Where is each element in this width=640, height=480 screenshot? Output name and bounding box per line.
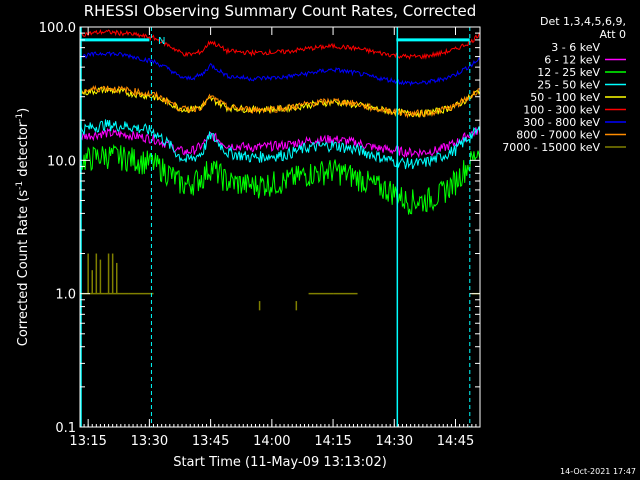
x-axis-label: Start Time (11-May-09 13:13:02) xyxy=(173,455,387,470)
y-label-sup1: -1 xyxy=(15,181,25,190)
tick-layer: 13:15 13:30 13:45 14:00 14:15 14:30 14:45 0.1 1.… xyxy=(39,21,481,449)
x-tick-label: 14:30 xyxy=(376,434,413,449)
chart-title: RHESSI Observing Summary Count Rates, Co… xyxy=(84,2,477,20)
y-label-main: Corrected Count Rate (s xyxy=(16,190,31,347)
legend-label: 800 - 7000 keV xyxy=(516,129,600,142)
x-tick-label: 13:15 xyxy=(69,434,106,449)
series-100-300 xyxy=(79,28,481,60)
flag-letter: N xyxy=(158,36,165,47)
legend-label: 25 - 50 keV xyxy=(537,79,600,92)
x-tick-label: 14:45 xyxy=(437,434,474,449)
y-tick-label: 100.0 xyxy=(39,21,76,36)
legend-header-2: Att 0 xyxy=(600,28,626,41)
legend-label: 7000 - 15000 keV xyxy=(502,141,600,154)
legend-label: 6 - 12 keV xyxy=(544,54,600,67)
legend-label: 50 - 100 keV xyxy=(530,91,600,104)
x-tick-label: 13:45 xyxy=(192,434,229,449)
legend-label: 3 - 6 keV xyxy=(551,41,600,54)
legend-label: 100 - 300 keV xyxy=(523,104,600,117)
series-300-800 xyxy=(79,51,481,87)
y-label-end: ) xyxy=(16,108,31,113)
series-3-6 xyxy=(79,140,481,190)
y-tick-label: 1.0 xyxy=(55,288,76,303)
legend-header-1: Det 1,3,4,5,6,9, xyxy=(540,15,626,28)
series-6-12 xyxy=(79,125,481,159)
legend-label: 300 - 800 keV xyxy=(523,116,600,129)
timestamp: 14-Oct-2021 17:47 xyxy=(560,467,636,476)
series-12-25 xyxy=(79,144,481,215)
series-25-50 xyxy=(79,119,481,170)
legend-label: 12 - 25 keV xyxy=(537,66,600,79)
x-tick-label: 14:00 xyxy=(253,434,290,449)
x-tick-label: 14:15 xyxy=(314,434,351,449)
x-tick-label: 13:30 xyxy=(131,434,168,449)
series-50-100 xyxy=(79,86,481,118)
y-tick-label: 0.1 xyxy=(55,421,76,436)
marker-layer xyxy=(80,27,471,427)
series-800-7000 xyxy=(79,84,481,119)
y-label-sup2: -1 xyxy=(15,113,25,122)
y-label-mid: detector xyxy=(16,121,31,181)
y-tick-label: 10.0 xyxy=(47,154,76,169)
y-axis-label: Corrected Count Rate (s-1 detector-1) xyxy=(15,108,31,346)
